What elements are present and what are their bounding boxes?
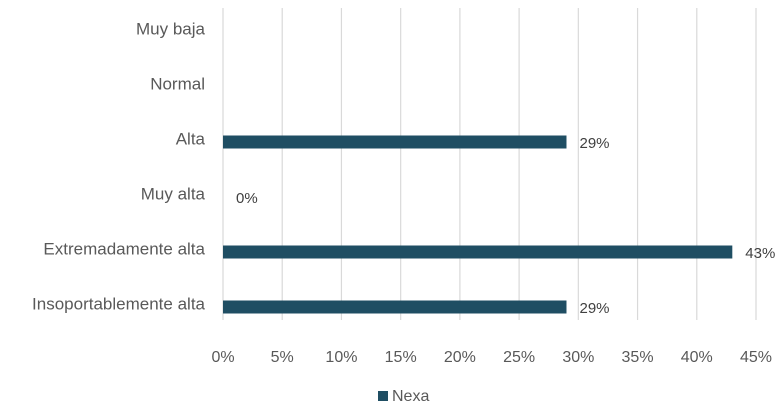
gridlines: [222, 8, 757, 320]
data-label: 0%: [236, 190, 258, 207]
category-label: Insoportablemente alta: [32, 294, 205, 313]
x-tick-label: 0%: [211, 349, 234, 366]
x-tick-label: 45%: [740, 349, 772, 366]
x-tick-label: 15%: [385, 349, 417, 366]
data-label: 29%: [579, 135, 609, 152]
x-tick-label: 25%: [503, 349, 535, 366]
legend-swatch: [378, 391, 388, 401]
data-label: 29%: [579, 300, 609, 317]
category-label: Normal: [150, 74, 205, 93]
category-label: Extremadamente alta: [43, 239, 205, 258]
legend: Nexa: [378, 388, 429, 405]
bar: [223, 300, 567, 314]
x-tick-label: 20%: [444, 349, 476, 366]
x-tick-label: 5%: [271, 349, 294, 366]
x-tick-label: 30%: [562, 349, 594, 366]
bar: [223, 135, 567, 149]
category-labels: Muy baja Normal Alta Muy alta Extremadamente…: [32, 19, 205, 313]
x-tick-label: 10%: [325, 349, 357, 366]
x-tick-label: 35%: [622, 349, 654, 366]
x-tick-label: 40%: [681, 349, 713, 366]
data-labels: 29% 0% 43% 29%: [236, 135, 775, 317]
legend-label: Nexa: [392, 388, 429, 405]
bar: [223, 245, 733, 259]
category-label: Alta: [176, 129, 206, 148]
data-label: 43%: [745, 245, 775, 262]
category-label: Muy baja: [136, 19, 206, 38]
category-label: Muy alta: [141, 184, 206, 203]
x-tick-labels: 0% 5% 10% 15% 20% 25% 30% 35% 40% 45%: [211, 349, 772, 366]
bars: [223, 135, 733, 314]
